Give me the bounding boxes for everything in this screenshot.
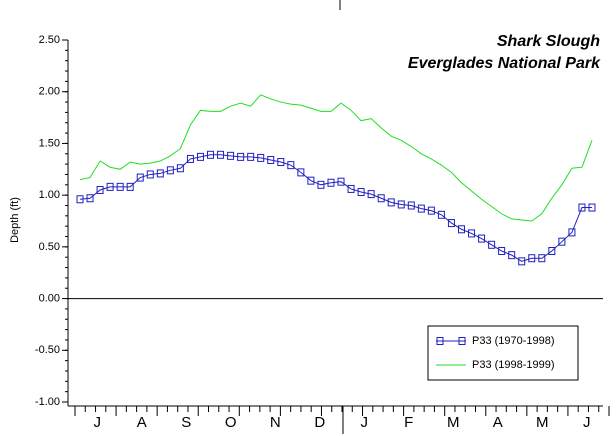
- x-tick-label: J: [94, 414, 102, 431]
- x-tick-label: O: [225, 414, 237, 431]
- marker: [106, 182, 114, 191]
- marker: [196, 152, 204, 161]
- y-tick-label: 2.50: [39, 34, 60, 46]
- legend-label: P33 (1998-1999): [472, 359, 555, 371]
- marker: [317, 180, 325, 189]
- x-tick-label: A: [493, 414, 503, 431]
- marker: [267, 155, 275, 164]
- marker: [427, 206, 435, 215]
- marker: [558, 237, 566, 246]
- marker: [397, 200, 405, 209]
- x-tick-label: D: [314, 414, 325, 431]
- x-tick-label: J: [583, 414, 591, 431]
- marker: [508, 251, 516, 260]
- x-tick-label: M: [536, 414, 549, 431]
- marker: [176, 164, 184, 173]
- marker: [488, 240, 496, 249]
- marker: [478, 234, 486, 243]
- series-line: [79, 94, 593, 222]
- marker: [96, 185, 104, 194]
- x-tick-label: J: [361, 414, 369, 431]
- marker: [166, 166, 174, 175]
- marker: [126, 182, 134, 191]
- marker: [377, 194, 385, 203]
- y-tick-label: 0.50: [39, 241, 60, 253]
- marker: [407, 201, 415, 210]
- marker: [498, 246, 506, 255]
- marker: [457, 225, 465, 234]
- x-tick-label: A: [137, 414, 147, 431]
- legend: [427, 325, 579, 381]
- marker: [86, 194, 94, 203]
- marker: [186, 154, 194, 163]
- marker: [237, 152, 245, 161]
- y-tick-label: 1.50: [39, 137, 60, 149]
- y-tick-label: -1.00: [35, 396, 60, 408]
- marker: [277, 158, 285, 167]
- marker: [297, 168, 305, 177]
- y-axis-label: Depth (ft): [9, 197, 21, 243]
- marker: [447, 219, 455, 228]
- marker: [247, 152, 255, 161]
- y-tick-label: 0.00: [39, 292, 60, 304]
- marker: [307, 176, 315, 185]
- marker: [367, 190, 375, 199]
- x-tick-label: S: [181, 414, 191, 431]
- series-line: [79, 154, 592, 262]
- marker: [347, 184, 355, 193]
- marker: [217, 150, 225, 159]
- x-tick-label: F: [404, 414, 413, 431]
- marker: [156, 169, 164, 178]
- y-tick-label: 1.00: [39, 189, 60, 201]
- legend-marker: [436, 337, 444, 345]
- marker: [548, 246, 556, 255]
- marker: [387, 198, 395, 207]
- chart-title: Shark Slough: [497, 33, 600, 50]
- marker: [327, 178, 335, 187]
- chart-title: Everglades National Park: [408, 55, 601, 72]
- marker: [207, 150, 215, 159]
- legend-label: P33 (1970-1998): [472, 335, 555, 347]
- marker: [116, 182, 124, 191]
- y-tick-label: 2.00: [39, 86, 60, 98]
- marker: [337, 177, 345, 186]
- marker: [287, 161, 295, 170]
- marker: [146, 170, 154, 179]
- x-tick-label: M: [447, 414, 460, 431]
- marker: [518, 257, 526, 266]
- legend-marker: [458, 337, 466, 345]
- marker: [468, 229, 476, 238]
- marker: [538, 254, 546, 263]
- marker: [437, 210, 445, 219]
- y-tick-label: -0.50: [35, 344, 60, 356]
- x-tick-label: N: [270, 414, 281, 431]
- marker: [588, 203, 596, 212]
- marker: [578, 203, 586, 212]
- marker: [568, 228, 576, 237]
- marker: [227, 151, 235, 160]
- marker: [417, 204, 425, 213]
- marker: [257, 153, 265, 162]
- marker: [136, 173, 144, 182]
- marker: [528, 254, 536, 263]
- marker: [357, 188, 365, 197]
- marker: [76, 195, 84, 204]
